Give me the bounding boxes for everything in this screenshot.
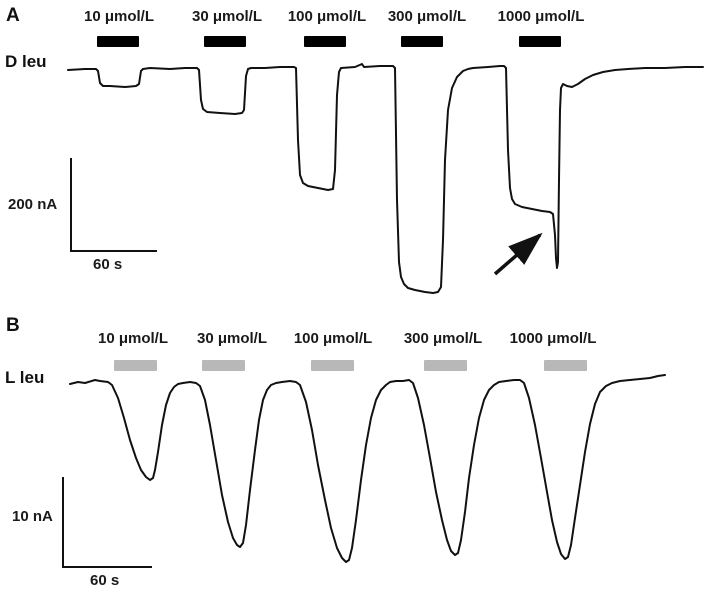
application-bar-black <box>204 36 246 47</box>
scale-label-vertical-a: 200 nA <box>8 196 58 213</box>
application-bar-black <box>304 36 346 47</box>
application-bar-black <box>401 36 443 47</box>
concentration-label-b-1000: 1000 μmol/L <box>509 330 597 347</box>
application-bar-gray <box>311 360 354 371</box>
concentration-label-a-300: 300 μmol/L <box>387 8 467 25</box>
trace-a-d-leu <box>67 63 704 294</box>
application-bar-gray <box>424 360 467 371</box>
scale-label-horizontal-b: 60 s <box>90 572 120 589</box>
trace-label-l-leu: L leu <box>5 368 45 387</box>
application-bar-gray <box>114 360 157 371</box>
concentration-label-a-1000: 1000 μmol/L <box>497 8 585 25</box>
panel-a-label: A <box>6 5 20 26</box>
application-bar-gray <box>544 360 587 371</box>
concentration-label-a-100: 100 μmol/L <box>287 8 367 25</box>
scale-label-horizontal-a: 60 s <box>93 256 123 273</box>
panel-b-label: B <box>6 315 20 336</box>
trace-b-l-leu <box>69 374 666 563</box>
concentration-label-b-30: 30 μmol/L <box>196 330 268 347</box>
concentration-label-a-30: 30 μmol/L <box>191 8 263 25</box>
application-bar-black <box>519 36 561 47</box>
concentration-label-b-300: 300 μmol/L <box>403 330 483 347</box>
trace-label-d-leu: D leu <box>5 52 47 71</box>
concentration-label-b-10: 10 μmol/L <box>97 330 169 347</box>
application-bar-gray <box>202 360 245 371</box>
application-bar-black <box>97 36 139 47</box>
concentration-label-b-100: 100 μmol/L <box>293 330 373 347</box>
scale-label-vertical-b: 10 nA <box>12 508 53 525</box>
concentration-label-a-10: 10 μmol/L <box>83 8 155 25</box>
arrow-annotation <box>493 232 543 276</box>
